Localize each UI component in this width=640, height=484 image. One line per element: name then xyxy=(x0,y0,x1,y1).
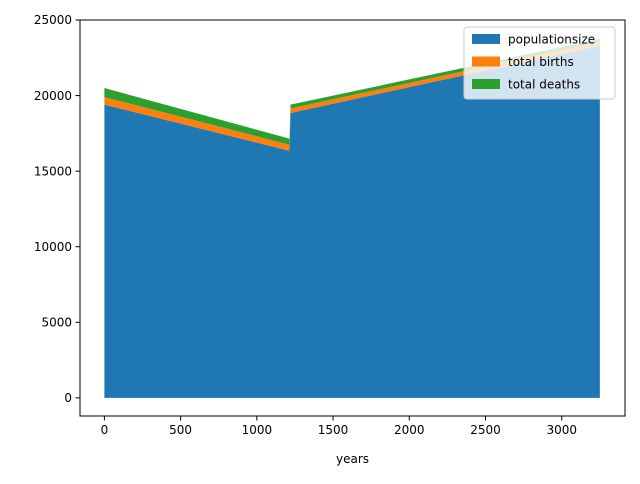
legend: populationsize total births total deaths xyxy=(463,26,616,100)
y-tick-label: 15000 xyxy=(34,164,72,178)
x-tick-label: 500 xyxy=(169,423,192,437)
y-tick-label: 25000 xyxy=(34,13,72,27)
axes-frame xyxy=(79,19,626,417)
axes-layer: 0 500 1000 1500 2000 2500 3000 0 5000 10000 15000 2… xyxy=(34,13,626,466)
legend-label: populationsize xyxy=(508,33,595,47)
x-axis-label: years xyxy=(336,452,369,466)
y-tick-label: 5000 xyxy=(41,315,72,329)
x-tick-label: 1000 xyxy=(242,423,273,437)
x-tick-label: 0 xyxy=(101,423,109,437)
x-tick-label: 2000 xyxy=(394,423,425,437)
legend-label: total births xyxy=(508,55,574,69)
legend-box xyxy=(463,26,616,100)
legend-swatch xyxy=(472,79,500,89)
x-tick-label: 3000 xyxy=(546,423,577,437)
x-tick-label: 1500 xyxy=(318,423,349,437)
y-tick-label: 10000 xyxy=(34,240,72,254)
legend-swatch xyxy=(472,34,500,44)
area-series-populationsize xyxy=(104,45,600,398)
legend-label: total deaths xyxy=(508,78,580,92)
y-tick-label: 20000 xyxy=(34,89,72,103)
x-tick-label: 2500 xyxy=(470,423,501,437)
legend-swatch xyxy=(472,56,500,67)
y-tick-label: 0 xyxy=(64,391,72,405)
